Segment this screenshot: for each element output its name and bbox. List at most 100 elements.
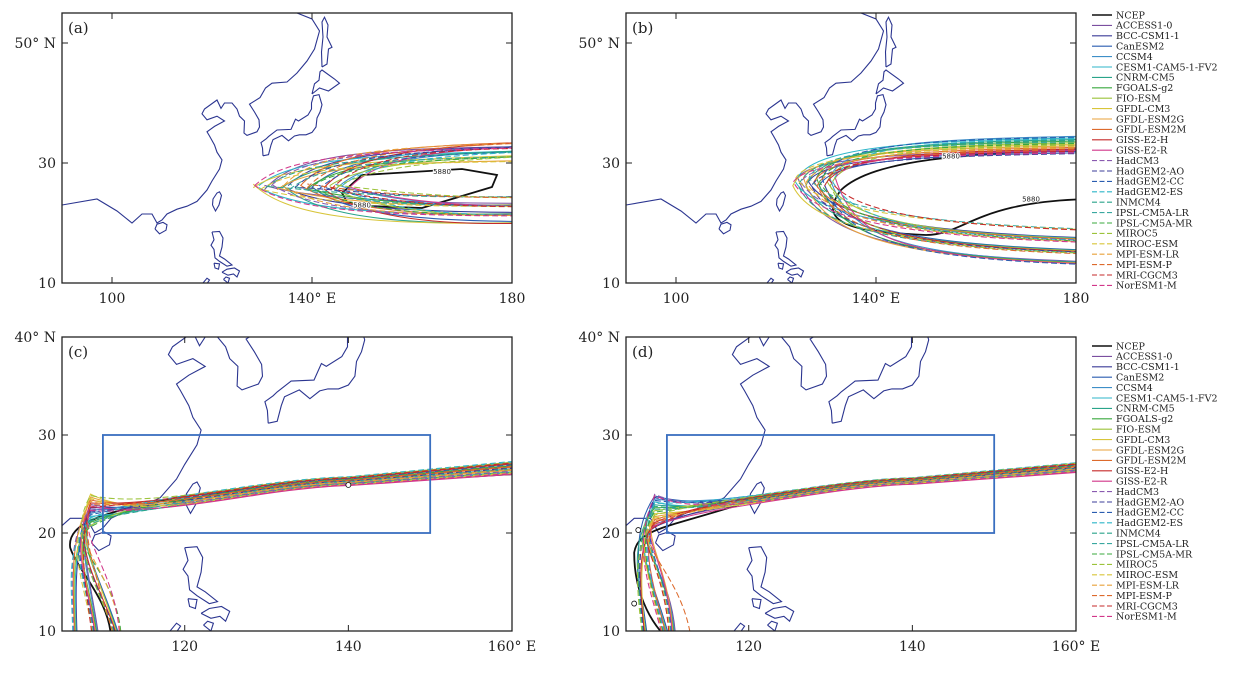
contour-d-cnrm-cm5 [636,468,1076,631]
panel-c: 120 140 160° E 10 20 30 40° N (c) [14,330,536,655]
legend-top: NCEPACCESS1-0BCC-CSM1-1CanESM2CCSM4CESM1… [1092,10,1218,292]
contour-d-mpi-esm-p [648,465,1076,631]
coastline [928,197,945,278]
contour-c-giss-e2-h [83,463,512,631]
contour-a-hadgem2-es [341,152,512,216]
contour-c-hadcm3 [71,470,512,631]
contour-d-gfdl-esm2g [650,468,1076,631]
coastline [169,622,182,631]
x-tick-label: 140° E [852,291,900,307]
coastline [154,221,168,235]
contour-label: 5880 [1022,196,1040,204]
contour-a-gfdl-esm2g [276,160,512,206]
coastline [774,230,798,267]
x-tick-label: 180 [499,291,526,307]
contour-a-inmcm4 [265,151,512,198]
panel-a-plot: 5880 5880 [62,13,512,283]
y-tick-label: 10 [602,624,620,640]
contour-label-marker [345,482,352,488]
legend-label-cnrm-cm5: CNRM-CM5 [1116,73,1175,84]
contour-c-canesm2 [86,465,512,631]
coastline [90,531,112,552]
y-tick-label: 40° N [14,330,56,346]
coastline [260,93,323,157]
y-tick-label: 10 [38,624,56,640]
coastline [182,546,219,605]
contour-b-miroc5 [829,144,1076,254]
legend-label-hadgem2-ao: HadGEM2-AO [1116,166,1184,177]
contour-d-gfdl-esm2m [648,466,1076,631]
contour-d-hadcm3 [647,469,1076,631]
legend-label-access1-0: ACCESS1-0 [1115,352,1172,363]
legend-label-mri-cgcm3: MRI-CGCM3 [1116,270,1178,281]
panel-c-plot [62,337,512,631]
legend-label-canesm2: CanESM2 [1116,373,1164,384]
coastline [824,93,887,157]
contour-a-canesm2 [311,146,512,222]
contour-b-ipsl-cm5a-lr [808,141,1076,230]
legend-label-mpi-esm-lr: MPI-ESM-LR [1116,581,1180,592]
contour-label: 5880 [433,168,451,176]
legend-label-bcc-csm1-1: BCC-CSM1-1 [1116,362,1180,373]
coastline [767,620,779,631]
region-box [666,434,996,534]
contour-d-mri-cgcm3 [646,463,1076,631]
legend-label-mri-cgcm3: MRI-CGCM3 [1116,601,1178,612]
coastline [746,546,783,605]
y-tick-label: 40° N [578,330,620,346]
legend-label-fio-esm: FIO-ESM [1116,425,1161,436]
contour-d-ccsm4 [645,462,1076,631]
contour-b-gfdl-esm2m [813,146,1076,240]
contour-c-miroc5 [80,461,512,631]
legend-label-ncep: NCEP [1116,341,1146,352]
x-tick-label: 160° E [488,639,536,655]
y-tick-label: 50° N [14,36,56,52]
coastline [718,221,732,235]
legend-label-gfdl-esm2m: GFDL-ESM2M [1116,456,1187,467]
coastline [211,191,223,213]
panel-c-axes: 120 140 160° E 10 20 30 40° N [14,330,536,655]
contour-d-cesm1-cam5-1-fv2 [642,470,1076,631]
coastline [187,598,198,610]
contour-d-inmcm4 [638,470,1076,631]
legend-label-ipsl-cm5a-mr: IPSL-CM5A-MR [1116,549,1193,560]
coastline [751,598,762,610]
coastline [62,13,321,224]
contour-c-mpi-esm-p [86,465,512,631]
legend-label-noresm1-m: NorESM1-M [1116,281,1177,292]
contour-c-gfdl-esm2m [72,466,512,631]
legend-label-hadgem2-es: HadGEM2-ES [1116,518,1183,529]
coastline [828,337,930,424]
coastline [62,337,264,534]
legend-label-ipsl-cm5a-lr: IPSL-CM5A-LR [1116,539,1190,550]
legend-label-ccsm4: CCSM4 [1116,52,1153,63]
coastline [264,337,366,424]
contour-label-marker [631,600,638,607]
panel-d: 120 140 160° E 10 20 30 40° N (d) [578,197,1100,655]
x-tick-label: 120 [171,639,198,655]
legend-label-ncep: NCEP [1116,10,1146,21]
legend-label-hadcm3: HadCM3 [1116,156,1159,167]
legend-label-mpi-esm-p: MPI-ESM-P [1116,591,1172,602]
contour-b-hadgem2-cc [821,136,1076,265]
x-tick-label: 180 [1063,291,1090,307]
x-tick-label: 120 [735,639,762,655]
contour-d-canesm2 [637,465,1076,631]
y-tick-label: 50° N [578,36,620,52]
y-tick-label: 30 [38,428,56,444]
legend-label-noresm1-m: NorESM1-M [1116,612,1177,623]
coastline [775,191,787,213]
contour-d-mpi-esm-lr [643,468,1076,631]
legend-label-hadcm3: HadCM3 [1116,487,1159,498]
legend-label-cnrm-cm5: CNRM-CM5 [1116,404,1175,415]
legend-label-gfdl-esm2m: GFDL-ESM2M [1116,125,1187,136]
y-tick-label: 30 [38,156,56,172]
contour-b-mpi-esm-p [816,149,1076,255]
coastline [748,481,765,515]
legend-label-cesm1-cam5-1-fv2: CESM1-CAM5-1-FV2 [1116,393,1218,404]
coastline [184,481,201,515]
contour-c-access1-0 [84,471,512,631]
coastline [320,15,333,68]
panel-a-axes: 100 140° E 180 10 30 50° N [14,13,525,307]
contour-c-bcc-csm1-1 [75,468,512,631]
